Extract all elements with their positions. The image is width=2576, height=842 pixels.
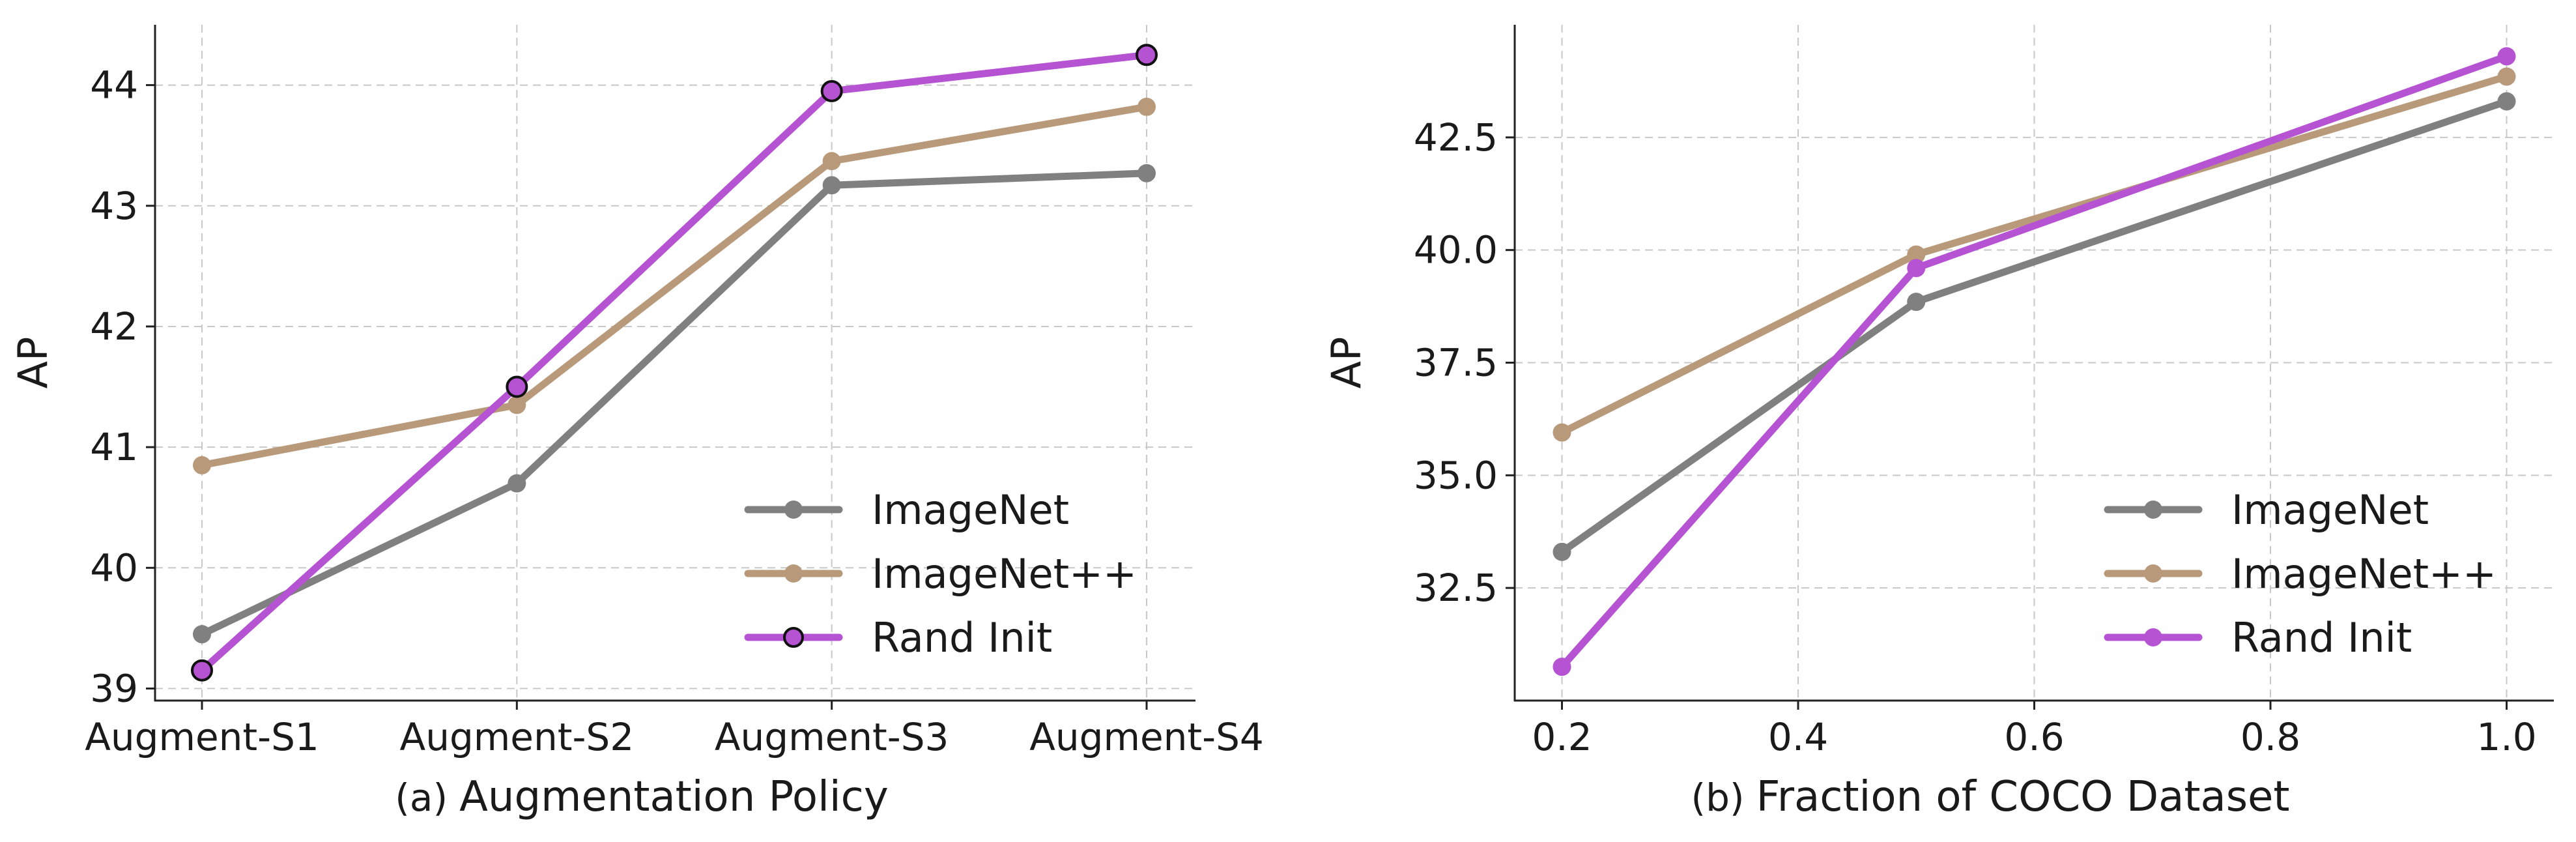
x-tick-label: Augment-S3: [715, 715, 949, 759]
series-imagenet: [193, 164, 1156, 644]
legend-label: ImageNet: [2231, 486, 2429, 534]
data-point: [1553, 542, 1571, 561]
y-tick-label: 40.0: [1414, 228, 1498, 272]
series-line: [198, 51, 1151, 675]
x-tick-label: 0.8: [2240, 715, 2300, 759]
series-imagenet-: [193, 97, 1156, 474]
data-point: [508, 474, 526, 493]
legend-swatch-marker: [2144, 564, 2162, 583]
y-tick-label: 42.5: [1414, 115, 1498, 160]
data-point: [1136, 44, 1158, 66]
data-point: [2497, 92, 2516, 111]
data-point: [2497, 67, 2516, 86]
y-tick-label: 39: [90, 666, 138, 710]
legend-label: Rand Init: [872, 614, 1052, 661]
panel-caption: (a) Augmentation Policy: [395, 773, 888, 821]
data-point: [2497, 47, 2516, 66]
legend-swatch-marker: [783, 627, 804, 648]
x-tick-label: 0.4: [1768, 715, 1828, 759]
data-point: [1907, 259, 1926, 278]
grid: [155, 25, 1195, 701]
legend-label: ImageNet++: [872, 550, 1137, 598]
data-point: [191, 659, 213, 682]
legend-swatch-marker: [784, 564, 803, 583]
data-point: [820, 80, 843, 102]
data-point: [506, 375, 528, 398]
x-tick-label: 0.6: [2004, 715, 2064, 759]
legend-label: Rand Init: [2231, 614, 2412, 661]
legend: ImageNet ImageNet++ Rand Init: [2104, 486, 2497, 661]
x-tick-label: Augment-S4: [1029, 715, 1264, 759]
y-axis-label: AP: [1323, 337, 1370, 389]
y-tick-label: 42: [90, 304, 138, 349]
data-point: [822, 176, 841, 195]
data-point: [1138, 164, 1156, 182]
legend-swatch-marker: [784, 501, 803, 519]
caption-prefix: (b): [1691, 776, 1744, 820]
caption-text: Fraction of COCO Dataset: [1756, 773, 2290, 821]
grid: [1515, 25, 2554, 701]
series-rand-init: [191, 44, 1158, 682]
series-imagenet: [1553, 92, 2516, 561]
series-line: [198, 103, 1151, 469]
y-tick-label: 41: [90, 425, 138, 469]
x-tick-label: 0.2: [1532, 715, 1592, 759]
y-tick-label: 37.5: [1414, 341, 1498, 385]
data-point: [1138, 97, 1156, 116]
legend: ImageNet ImageNet++ Rand Init: [744, 486, 1137, 661]
y-tick-label: 40: [90, 545, 138, 590]
data-point: [193, 456, 211, 474]
series-rand-init: [1553, 47, 2516, 676]
legend-swatch-marker: [2144, 628, 2162, 646]
data-point: [193, 625, 211, 644]
y-tick-label: 43: [90, 184, 138, 228]
series-imagenet-: [1553, 67, 2516, 442]
caption-text: Augmentation Policy: [459, 773, 889, 821]
panel-caption: (b) Fraction of COCO Dataset: [1691, 773, 2289, 821]
data-point: [508, 396, 526, 414]
x-tick-label: Augment-S2: [400, 715, 635, 759]
legend-label: ImageNet++: [2231, 550, 2497, 598]
data-point: [1907, 245, 1926, 264]
panel-a-augmentation-policy-chart: 39 40 41 42 43 44 Augment-S1 Augment-S2 Augment-…: [9, 25, 1264, 821]
y-tick-label: 35.0: [1414, 453, 1498, 497]
x-tick-label: Augment-S1: [85, 715, 319, 759]
series-line: [198, 169, 1151, 638]
data-point: [1553, 658, 1571, 676]
legend-label: ImageNet: [872, 486, 1069, 534]
x-tick-label: 1.0: [2476, 715, 2536, 759]
legend-swatch-marker: [2144, 501, 2162, 519]
data-point: [1553, 423, 1571, 442]
caption-prefix: (a): [395, 776, 448, 820]
y-axis-label: AP: [9, 337, 57, 389]
data-point: [1907, 293, 1926, 312]
panel-b-coco-fraction-chart: 32.5 35.0 37.5 40.0 42.5 0.2 0.4 0.6 0.8 1.0 AP (b)…: [1323, 25, 2554, 821]
y-tick-label: 44: [90, 63, 138, 108]
y-tick-label: 32.5: [1414, 566, 1498, 610]
data-point: [822, 152, 841, 171]
